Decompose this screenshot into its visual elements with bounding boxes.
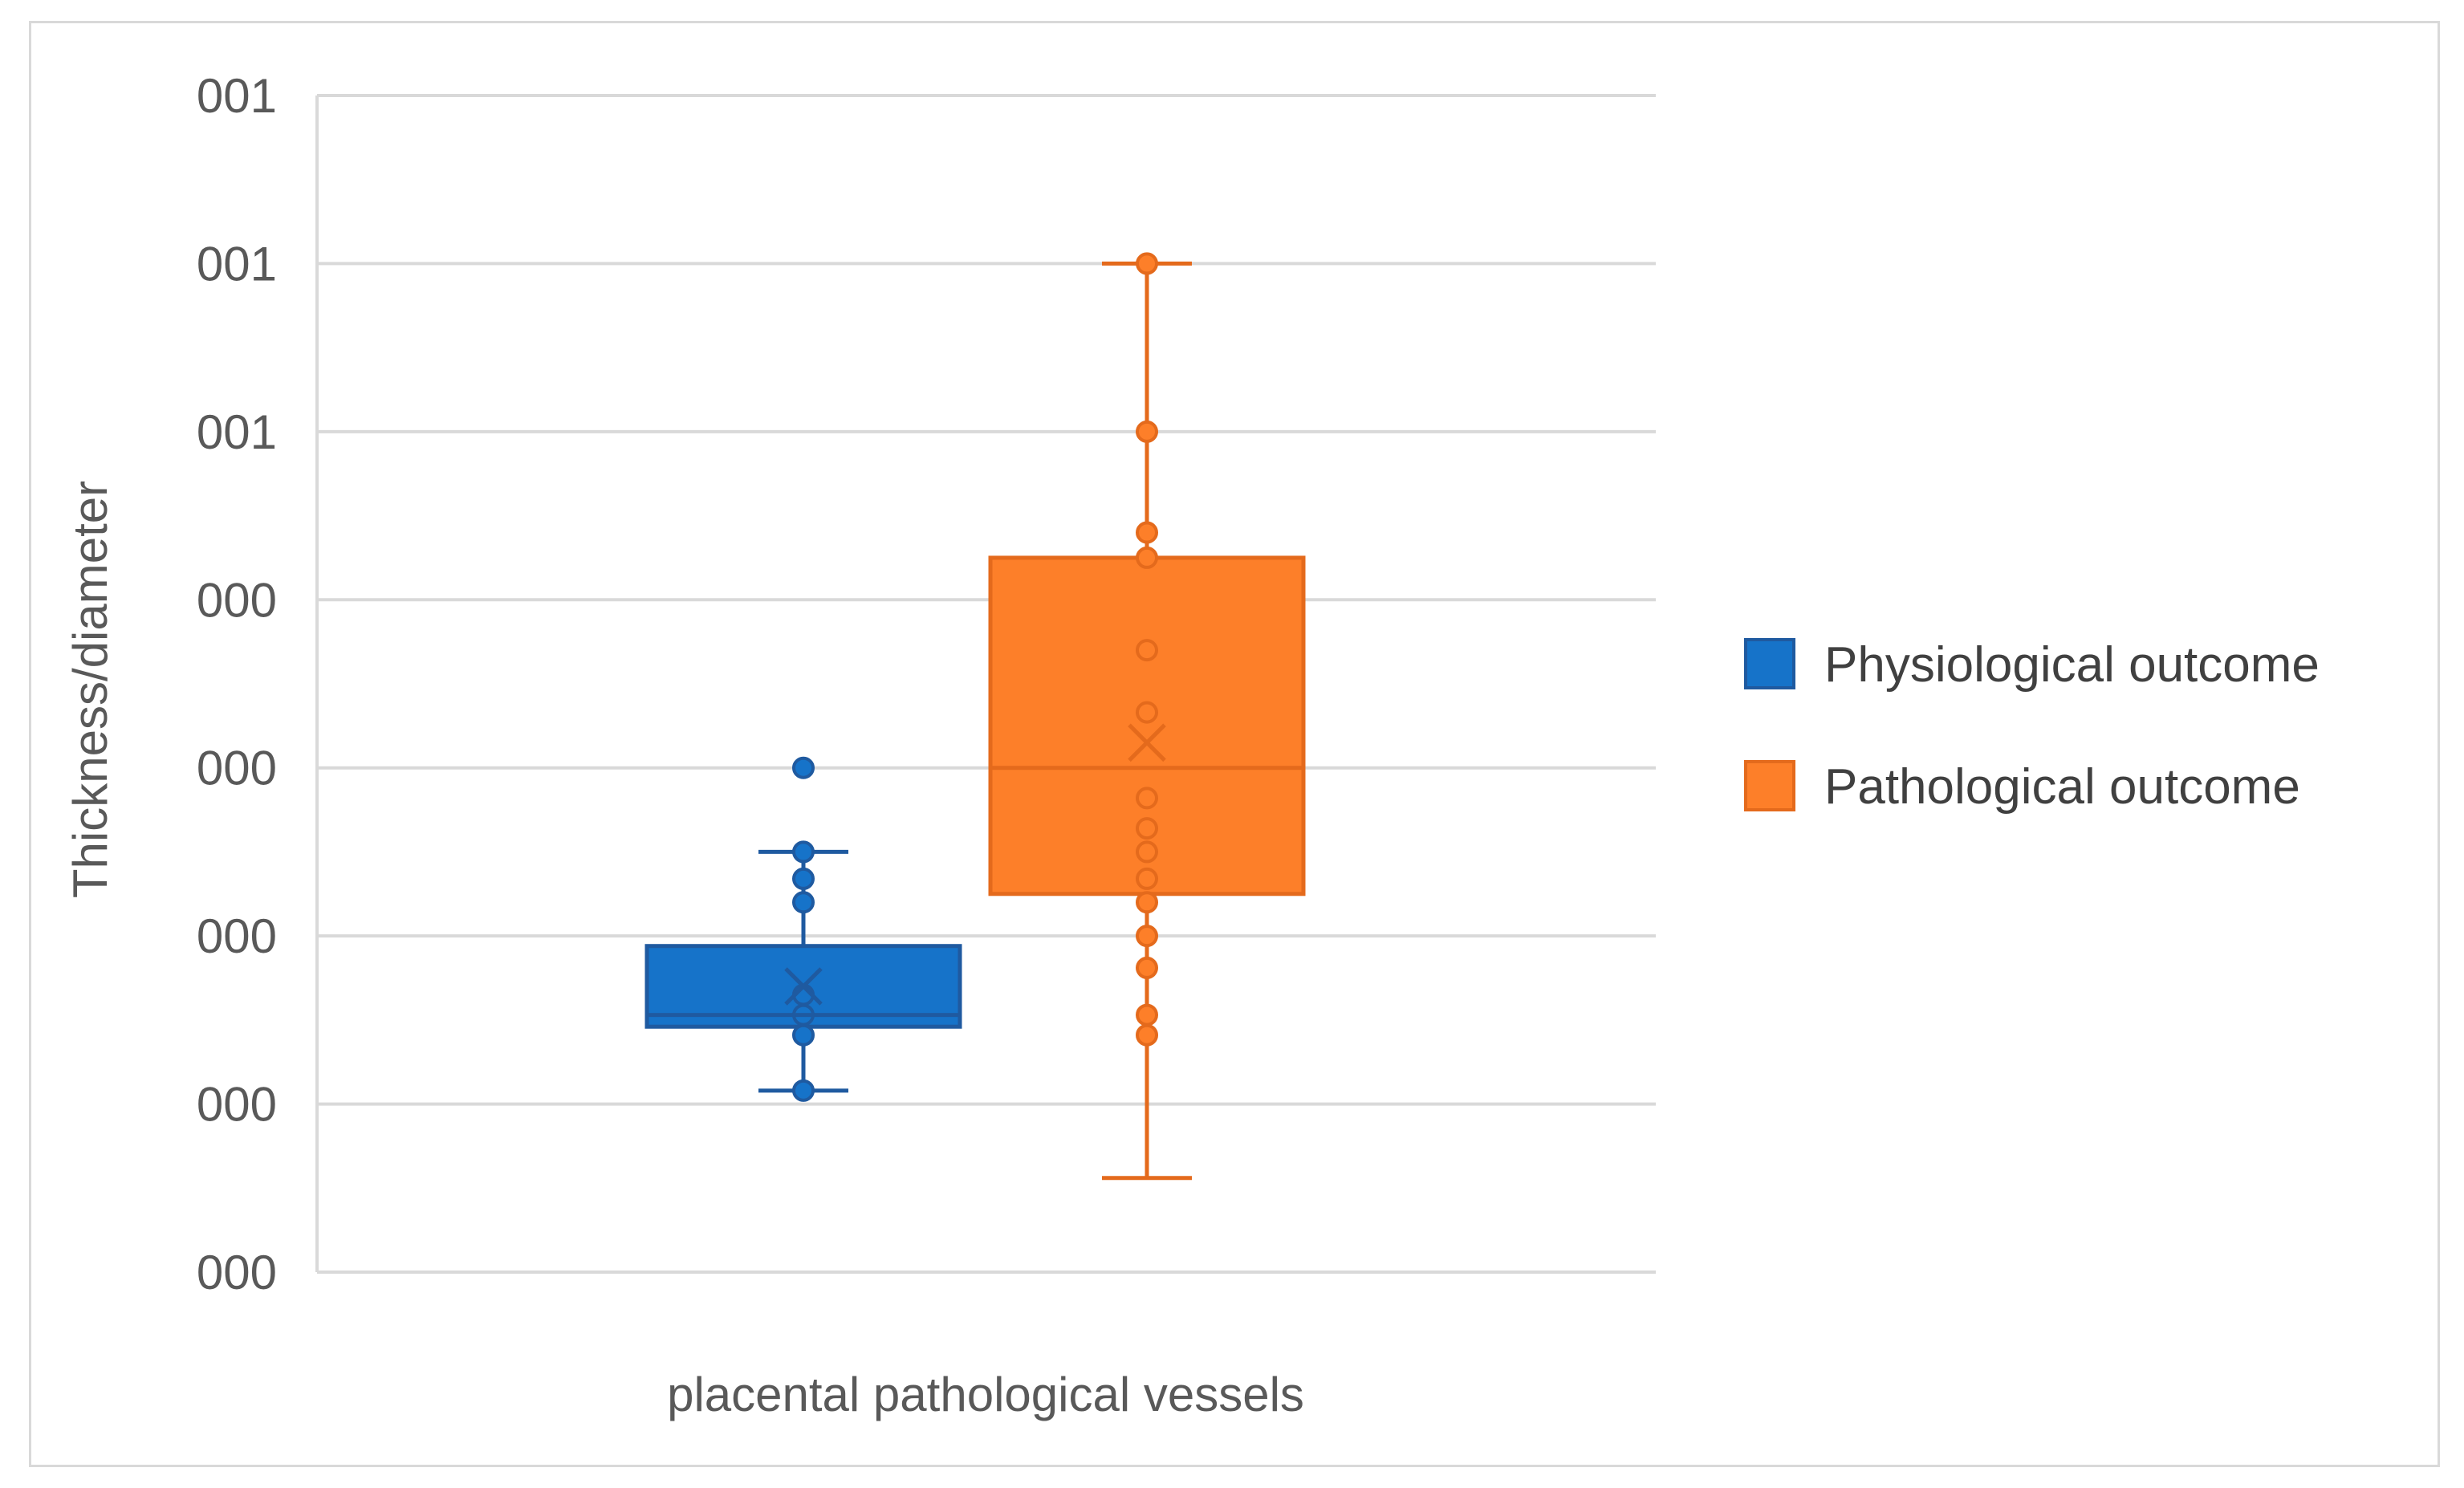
box-plot-chart: 000 000 000 000 000 001 001 001 placental patho…	[63, 69, 2320, 1421]
data-point	[792, 1079, 815, 1102]
data-point	[1136, 891, 1158, 914]
y-axis-title: Thickness/diameter	[63, 481, 117, 898]
data-point	[1136, 1003, 1158, 1027]
data-point	[792, 867, 815, 890]
data-point	[792, 756, 815, 779]
y-tick-label: 000	[197, 573, 277, 627]
gridlines	[315, 94, 1656, 1274]
data-point	[1136, 956, 1158, 979]
data-point	[1136, 867, 1158, 890]
data-point	[792, 840, 815, 864]
y-tick-label: 000	[197, 909, 277, 963]
legend: Physiological outcome Pathological outcom…	[1744, 637, 2320, 815]
data-point	[792, 891, 815, 914]
box-series	[644, 252, 1306, 1181]
legend-swatch	[1744, 638, 1795, 689]
y-tick-label: 000	[197, 742, 277, 795]
legend-label: Physiological outcome	[1824, 637, 2320, 693]
y-tick-label: 001	[197, 69, 277, 123]
data-point	[1136, 252, 1158, 275]
y-tick-label: 000	[197, 1078, 277, 1132]
box-physiological	[644, 756, 962, 1102]
mean-marker	[784, 967, 823, 1006]
legend-swatch	[1744, 760, 1795, 811]
data-point	[1136, 1023, 1158, 1047]
data-point	[1136, 787, 1158, 810]
y-tick-label: 001	[197, 405, 277, 459]
data-point	[1136, 817, 1158, 840]
legend-label: Pathological outcome	[1824, 759, 2300, 815]
data-point	[1136, 521, 1158, 544]
data-point	[1136, 546, 1158, 569]
x-axis-title: placental pathological vessels	[667, 1368, 1304, 1421]
data-point	[1136, 925, 1158, 948]
box-pathological	[988, 252, 1306, 1181]
mean-marker	[1128, 723, 1166, 762]
data-point	[1136, 420, 1158, 443]
data-point	[1136, 639, 1158, 662]
data-point	[1136, 701, 1158, 724]
data-point	[1136, 840, 1158, 864]
data-point	[792, 1023, 815, 1047]
chart-frame: 000 000 000 000 000 001 001 001 placental patho…	[29, 21, 2440, 1467]
y-tick-label: 000	[197, 1246, 277, 1299]
y-tick-label: 001	[197, 237, 277, 291]
y-tick-labels: 000 000 000 000 000 001 001 001	[197, 69, 277, 1299]
